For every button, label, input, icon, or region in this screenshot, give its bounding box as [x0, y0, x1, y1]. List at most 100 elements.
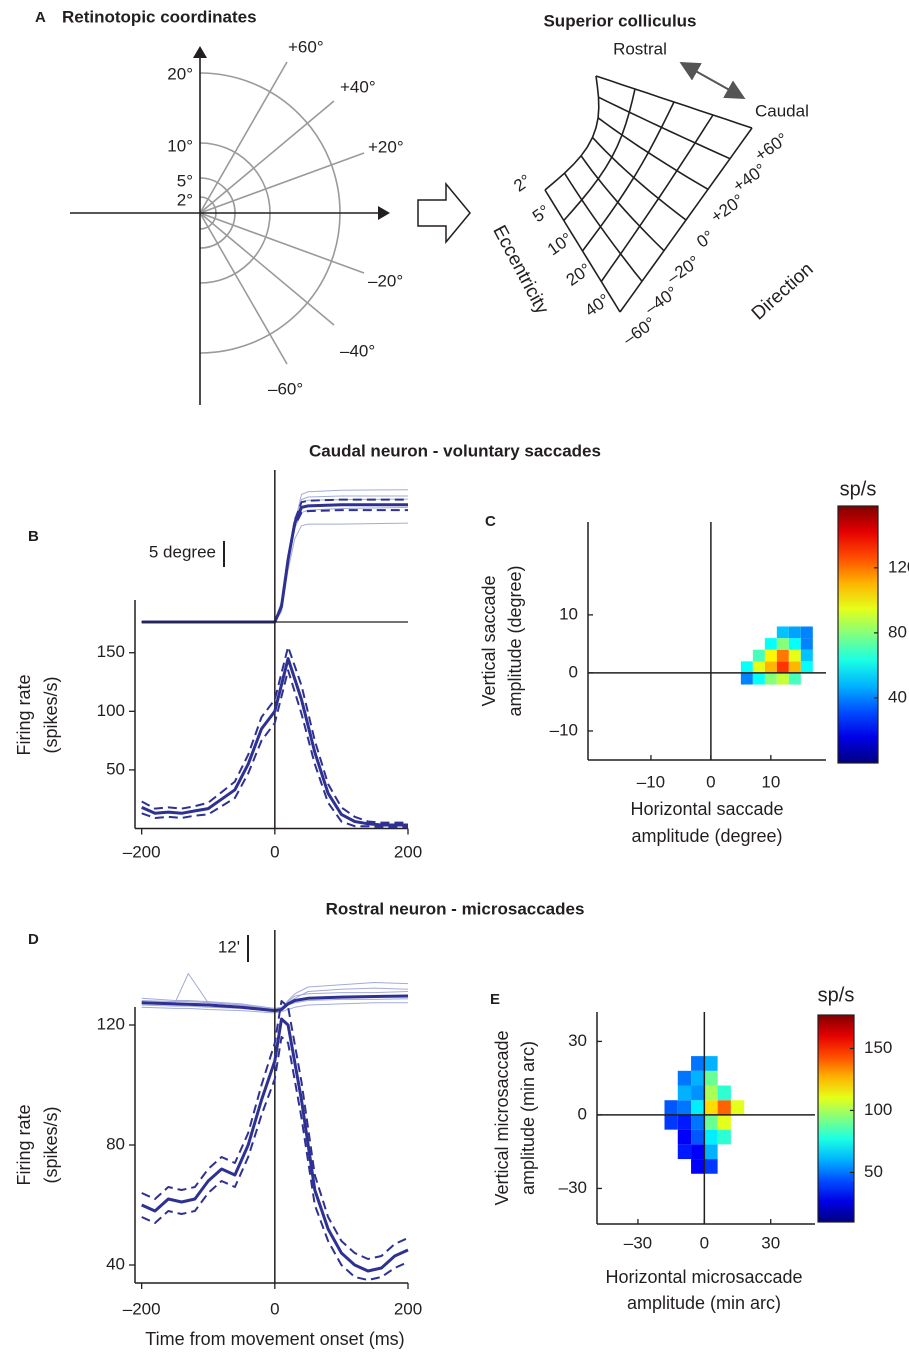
y-axis-label: Vertical saccade — [479, 575, 499, 706]
sc-direction-line — [597, 117, 709, 190]
heatmap-cell — [717, 1129, 731, 1145]
y-tick-label: 40 — [106, 1254, 125, 1273]
heatmap-cell — [704, 1129, 718, 1145]
heatmap-cell — [764, 649, 777, 662]
heatmap-cell — [776, 661, 789, 673]
eccentricity-label: 10° — [167, 136, 193, 155]
heatmap-cell — [677, 1129, 692, 1145]
y-tick-label: –10 — [550, 720, 578, 739]
sc-eccentricity-label: 5° — [529, 201, 553, 226]
y-tick-label: 120 — [97, 1014, 125, 1033]
rate-line — [141, 669, 408, 829]
heatmap-cell — [691, 1056, 705, 1071]
heatmap-cell — [776, 638, 789, 650]
heatmap-cell — [704, 1100, 718, 1115]
direction-label: +60° — [288, 37, 324, 56]
rate-line — [141, 1017, 409, 1273]
heatmap-cell — [752, 672, 765, 685]
panel-letter: C — [485, 513, 496, 530]
heatmap-cell — [704, 1144, 718, 1160]
direction-ray — [199, 152, 365, 214]
sc-direction-line — [544, 189, 621, 313]
x-tick-label: 0 — [270, 1299, 279, 1318]
panel-title: Superior colliculus — [543, 11, 696, 30]
heatmap-cell — [776, 649, 789, 662]
colorbar-tick-label: 80 — [888, 622, 907, 641]
heatmap-cell — [764, 661, 777, 673]
panel-a-colliculus: Superior colliculus Rostral Caudal Eccen… — [488, 11, 817, 349]
sc-direction-line — [598, 96, 731, 160]
scale-bar-label: 5 degree — [149, 542, 216, 561]
heatmap-cell — [752, 661, 765, 673]
direction-ray — [199, 61, 288, 214]
direction-label: –40° — [340, 341, 375, 360]
sc-direction-line — [595, 75, 753, 129]
heatmap-cell — [691, 1085, 705, 1101]
heatmap-cell — [691, 1114, 705, 1130]
heatmap-cell — [677, 1114, 692, 1130]
rostral-caudal-arrow — [679, 62, 746, 99]
panel-a-retinotopic: A Retinotopic coordinates 2° 5° 10° 20° … — [35, 7, 404, 405]
heatmap-cell — [800, 638, 813, 650]
heatmap-cell — [764, 638, 777, 650]
rate-line — [141, 657, 408, 827]
x-tick-label: –200 — [123, 842, 161, 861]
sc-eccentricity-line — [544, 75, 600, 191]
section-title: Caudal neuron - voluntary saccades — [309, 441, 601, 460]
y-axis-label: (spikes/s) — [41, 676, 61, 753]
x-axis-label: Horizontal microsaccade — [605, 1267, 802, 1287]
heatmap-cell — [800, 661, 813, 673]
heatmap-cell — [752, 649, 765, 662]
heatmap-cell — [691, 1144, 705, 1160]
y-tick-label: 30 — [568, 1031, 587, 1050]
transform-arrow — [417, 181, 471, 245]
heatmap-cell — [788, 638, 801, 650]
colorbar — [837, 505, 879, 764]
heatmap-cell — [776, 672, 789, 685]
heatmap-cell — [691, 1070, 705, 1086]
y-tick-label: 50 — [106, 759, 125, 778]
heatmap-cell — [664, 1114, 678, 1130]
panel-letter: E — [490, 991, 500, 1008]
y-axis-label: Firing rate — [14, 674, 34, 755]
eccentricity-label: 20° — [167, 64, 193, 83]
arrowhead — [378, 206, 390, 220]
rate-line — [141, 645, 408, 824]
heatmap-cell — [677, 1085, 692, 1101]
eye-trace — [141, 994, 409, 1013]
colorbar-tick-label: 100 — [864, 1100, 892, 1119]
colorbar — [817, 1014, 855, 1223]
colorbar-label: sp/s — [840, 478, 877, 500]
heatmap-cell — [764, 672, 777, 685]
x-tick-label: 0 — [270, 842, 279, 861]
heatmap-cell — [691, 1159, 705, 1174]
x-tick-label: 200 — [394, 1299, 422, 1318]
panel-letter: A — [35, 9, 46, 26]
y-tick-label: –30 — [559, 1178, 587, 1197]
x-tick-label: 200 — [394, 842, 422, 861]
panel-letter: D — [28, 931, 39, 948]
heatmap-cell — [800, 626, 813, 639]
heatmap-cell — [704, 1159, 718, 1174]
colorbar-tick-label: 150 — [864, 1038, 892, 1057]
y-tick-label: 100 — [97, 701, 125, 720]
eye-trace — [141, 991, 409, 1009]
x-tick-label: –30 — [624, 1233, 652, 1252]
heatmap-cell — [788, 661, 801, 673]
heatmap-cell — [788, 649, 801, 662]
caudal-label: Caudal — [755, 101, 809, 120]
direction-label: –20° — [368, 271, 403, 290]
heatmap-cell — [704, 1070, 718, 1086]
direction-ray — [199, 100, 335, 214]
direction-label: +20° — [368, 137, 404, 156]
y-axis-label: Firing rate — [14, 1104, 34, 1185]
heatmap-cell — [664, 1100, 678, 1115]
sc-direction-line — [580, 155, 665, 252]
x-axis-label: Horizontal saccade — [630, 799, 783, 819]
colorbar-tick-label: 120 — [888, 557, 909, 576]
heatmap-cell — [800, 649, 813, 662]
x-tick-label: –10 — [637, 772, 665, 791]
heatmap-cell — [776, 626, 789, 639]
heatmap-cell — [788, 672, 801, 685]
